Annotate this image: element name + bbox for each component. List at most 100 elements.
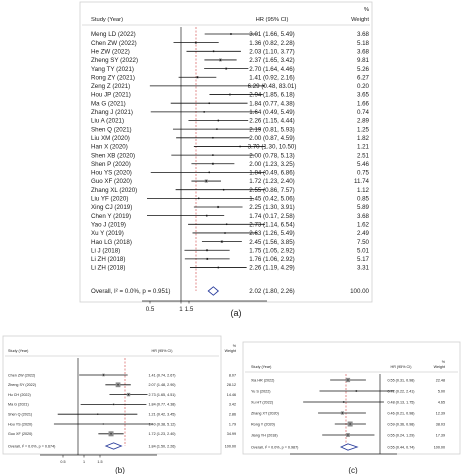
study-label: Zheng SY (2022) — [8, 383, 36, 387]
point-estimate — [212, 162, 214, 165]
study-weight: 0.20 — [357, 83, 370, 90]
study-label: Chen ZW (2022) — [91, 40, 137, 47]
study-weight: 28.12 — [227, 383, 236, 387]
study-label: Liu XM (2020) — [91, 135, 130, 142]
point-estimate — [205, 214, 208, 217]
effect-estimate: 1.36 (0.82, 2.28) — [249, 40, 294, 47]
point-estimate — [212, 154, 214, 156]
point-estimate — [212, 50, 215, 53]
study-weight: 3.31 — [357, 265, 370, 272]
point-estimate — [97, 413, 99, 415]
study-weight: 1.62 — [357, 221, 370, 228]
point-estimate — [217, 206, 220, 208]
effect-estimate: 1.84 (0.77, 4.38) — [249, 100, 294, 107]
study-label: Hu CH (2022) — [8, 393, 31, 397]
study-label: Shen P (2020) — [91, 161, 131, 168]
effect-estimate: 2.26 (1.15, 4.44) — [249, 118, 294, 125]
overall-weight: 100.00 — [225, 444, 236, 448]
study-label: Yao J (2019) — [91, 221, 126, 228]
study-label: Zeng Z (2021) — [91, 83, 130, 90]
study-weight: 12.39 — [436, 411, 445, 415]
study-label: Hou YS (2020) — [8, 422, 32, 426]
study-label: He ZW (2022) — [91, 48, 130, 55]
header-effect: HR (95% CI) — [152, 349, 173, 353]
overall-weight: 100.00 — [350, 288, 369, 295]
overall-estimate: 2.02 (1.80, 2.26) — [249, 288, 294, 295]
header-effect: HR (95% CI) — [256, 17, 289, 23]
study-label: Ma G (2021) — [91, 100, 126, 107]
effect-estimate: 2.37 (1.65, 3.42) — [249, 57, 294, 64]
x-tick-label: 1 — [179, 306, 183, 313]
effect-estimate: 2.00 (0.78, 5.13) — [249, 152, 294, 159]
point-estimate — [225, 223, 228, 226]
study-weight: 8.07 — [229, 373, 236, 377]
point-estimate — [196, 76, 199, 79]
effect-estimate: 2.25 (1.30, 3.91) — [249, 204, 294, 211]
study-label: Zhang XT (2020) — [251, 411, 279, 415]
effect-estimate: 2.00 (1.23, 3.25) — [249, 161, 294, 168]
panel-label: (a) — [231, 308, 242, 318]
effect-estimate: 2.63 (1.26, 5.49) — [249, 230, 294, 237]
header-weight: Weight — [225, 349, 236, 353]
study-label: Xu HT (2022) — [251, 400, 273, 404]
x-tick-label: 0.5 — [60, 460, 65, 464]
effect-estimate: 0.55 (0.31, 0.98) — [387, 378, 414, 382]
study-label: Liu YF (2020) — [91, 196, 128, 203]
study-label: Yang TY (2021) — [91, 66, 134, 73]
effect-estimate: 0.48 (0.13, 1.75) — [387, 400, 414, 404]
study-weight: 4.65 — [438, 400, 445, 404]
study-weight: 6.27 — [357, 74, 370, 81]
study-weight: 2.89 — [357, 118, 370, 125]
study-weight: 1.82 — [357, 135, 370, 142]
header-weight-percent: % — [364, 7, 369, 13]
point-estimate — [102, 374, 105, 376]
panel-border — [2, 335, 222, 455]
point-estimate — [117, 384, 119, 386]
panel-label: (b) — [115, 466, 125, 474]
effect-estimate: 1.40 (0.38, 5.12) — [148, 422, 175, 426]
study-weight: 1.12 — [357, 187, 370, 194]
study-label: Han X (2020) — [91, 144, 128, 151]
effect-estimate: 1.75 (1.05, 2.92) — [249, 247, 294, 254]
study-label: Li ZH (2018) — [91, 265, 125, 272]
effect-estimate: 2.03 (1.10, 3.77) — [249, 48, 294, 55]
study-weight: 1.66 — [357, 100, 370, 107]
point-estimate — [229, 93, 231, 96]
study-label: Li J (2018) — [91, 247, 120, 254]
effect-estimate: 3.70 (1.30, 10.50) — [248, 144, 297, 151]
study-weight: 34.99 — [227, 432, 236, 436]
point-estimate — [239, 145, 241, 148]
point-estimate — [262, 85, 265, 87]
study-weight: 5.17 — [357, 256, 370, 263]
header-weight: Weight — [351, 17, 369, 23]
study-weight: 14.46 — [227, 393, 236, 397]
effect-estimate: 1.41 (0.74, 2.67) — [148, 373, 175, 377]
study-weight: 5.26 — [357, 66, 370, 73]
study-label: Shen XB (2020) — [91, 152, 135, 159]
study-label: Guo XF (2020) — [91, 178, 132, 185]
effect-estimate: 1.76 (1.06, 2.92) — [249, 256, 294, 263]
header-study: Study (Year) — [8, 349, 28, 353]
effect-estimate: 0.72 (0.22, 2.41) — [387, 389, 414, 393]
study-weight: 1.25 — [357, 126, 370, 133]
study-weight: 3.65 — [357, 92, 370, 99]
header-weight-percent: % — [233, 344, 237, 348]
point-estimate — [343, 401, 345, 403]
point-estimate — [217, 266, 220, 269]
overall-diamond — [104, 442, 123, 450]
study-weight: 3.68 — [357, 48, 370, 55]
overall-label: Overall, I² = 0.0%, p = 0.951) — [91, 288, 170, 295]
study-label: Guo XF (2020) — [8, 432, 32, 436]
study-label: Shen Q (2021) — [8, 412, 32, 416]
point-estimate — [221, 240, 223, 243]
point-estimate — [212, 136, 214, 139]
point-estimate — [347, 434, 349, 436]
study-label: Ma G (2021) — [8, 403, 29, 407]
x-tick-label: 1.5 — [185, 306, 194, 313]
study-weight: 0.85 — [357, 196, 370, 203]
study-label: Zheng SY (2022) — [91, 57, 138, 64]
study-label: Chen Y (2019) — [91, 213, 131, 220]
point-estimate — [206, 249, 208, 252]
point-estimate — [224, 232, 226, 234]
effect-estimate: 2.00 (0.87, 4.59) — [249, 135, 294, 142]
